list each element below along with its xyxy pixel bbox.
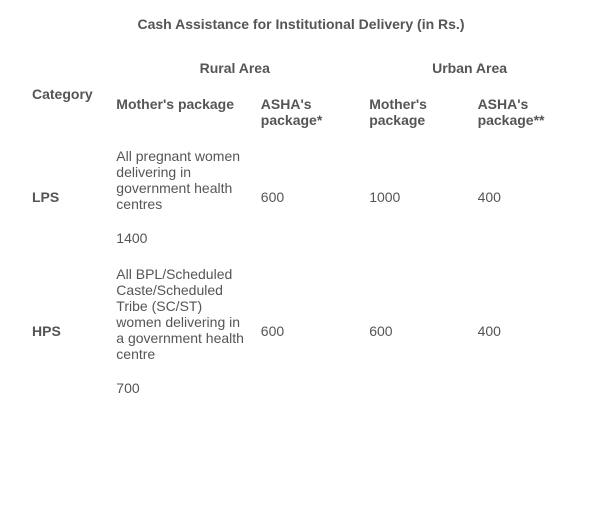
cell-urban-mother: 1000 <box>361 138 469 256</box>
cash-assistance-table: Category Rural Area Urban Area Mother's … <box>24 50 578 406</box>
col-category: Category <box>24 50 108 138</box>
table-row: HPS All BPL/Scheduled Caste/Scheduled Tr… <box>24 256 578 406</box>
cell-rural-asha: 600 <box>253 138 361 256</box>
cell-rural-mother: All BPL/Scheduled Caste/Scheduled Tribe … <box>108 256 253 406</box>
cell-category: HPS <box>24 256 108 406</box>
cell-rural-mother-desc: All pregnant women delivering in governm… <box>116 148 245 212</box>
cell-urban-asha: 400 <box>470 138 578 256</box>
cell-rural-mother-amount: 700 <box>116 380 245 396</box>
header-row-1: Category Rural Area Urban Area <box>24 50 578 86</box>
col-urban: Urban Area <box>361 50 578 86</box>
col-rural: Rural Area <box>108 50 361 86</box>
col-rural-asha: ASHA's package* <box>253 86 361 138</box>
col-urban-mother: Mother's package <box>361 86 469 138</box>
cell-rural-mother: All pregnant women delivering in governm… <box>108 138 253 256</box>
cell-rural-mother-amount: 1400 <box>116 230 245 246</box>
cell-rural-asha: 600 <box>253 256 361 406</box>
col-rural-mother: Mother's package <box>108 86 253 138</box>
table-row: LPS All pregnant women delivering in gov… <box>24 138 578 256</box>
cell-category: LPS <box>24 138 108 256</box>
table-title: Cash Assistance for Institutional Delive… <box>24 16 578 32</box>
cell-urban-mother: 600 <box>361 256 469 406</box>
cell-rural-mother-desc: All BPL/Scheduled Caste/Scheduled Tribe … <box>116 266 245 362</box>
col-urban-asha: ASHA's package** <box>470 86 578 138</box>
cell-urban-asha: 400 <box>470 256 578 406</box>
